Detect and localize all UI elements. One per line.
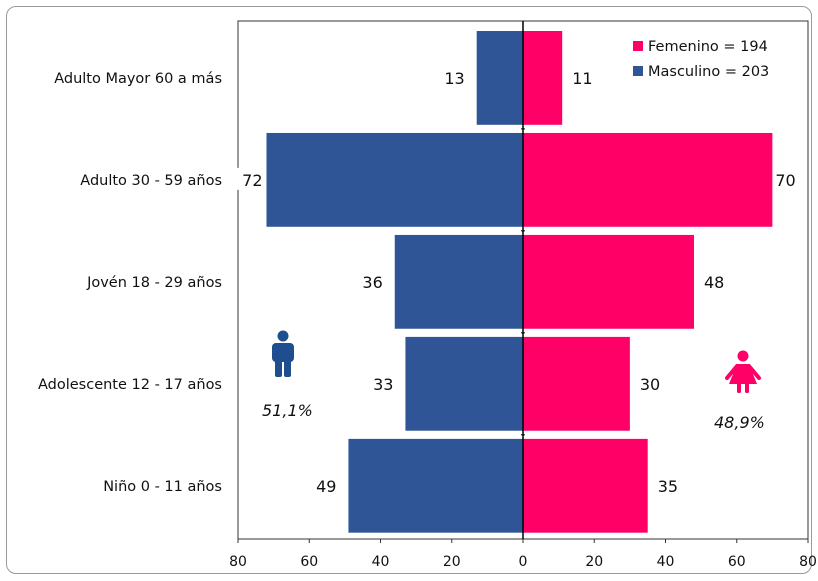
value-label-masculino: 13 (444, 69, 464, 88)
bar-femenino (523, 336, 630, 431)
category-label: Jovén 18 - 29 años (86, 275, 222, 291)
bar-femenino (523, 234, 694, 329)
male-person-icon (272, 330, 294, 377)
x-tick-label: 60 (728, 554, 746, 570)
legend-label-masculino: Masculino = 203 (648, 64, 769, 80)
legend-swatch-masculino (633, 66, 643, 76)
bar-femenino (523, 31, 563, 125)
x-tick-label: 20 (585, 554, 603, 570)
bar-femenino (523, 438, 648, 533)
x-tick-label: 80 (799, 554, 817, 570)
category-label: Adulto 30 - 59 años (80, 173, 222, 189)
bar-masculino (266, 132, 523, 227)
category-label: Niño 0 - 11 años (103, 479, 222, 495)
bar-masculino (476, 31, 523, 125)
category-label: Adulto Mayor 60 a más (54, 71, 222, 87)
bar-masculino (405, 336, 523, 431)
x-tick-label: 80 (229, 554, 247, 570)
x-tick-label: 60 (300, 554, 318, 570)
value-label-masculino: 49 (316, 477, 336, 496)
x-tick-label: 20 (443, 554, 461, 570)
bar-masculino (394, 234, 523, 329)
bar-femenino (523, 132, 773, 227)
value-label-femenino: 48 (704, 273, 724, 292)
legend-label-femenino: Femenino = 194 (648, 39, 768, 55)
value-label-masculino: 36 (362, 273, 382, 292)
bar-masculino (348, 438, 523, 533)
value-label-background (232, 167, 265, 190)
female-percent-label: 48,9% (714, 413, 765, 432)
value-label-femenino: 30 (640, 375, 660, 394)
female-person-icon (725, 350, 761, 393)
male-percent-label: 51,1% (262, 401, 313, 420)
legend: Femenino = 194 Masculino = 203 (633, 39, 769, 80)
legend-swatch-femenino (633, 41, 643, 51)
value-label-masculino: 33 (373, 375, 393, 394)
x-tick-label: 40 (372, 554, 390, 570)
value-label-masculino: 72 (242, 171, 262, 190)
x-tick-label: 40 (657, 554, 675, 570)
x-tick-label: 0 (519, 554, 528, 570)
value-label-femenino: 11 (572, 69, 592, 88)
value-label-femenino: 35 (658, 477, 678, 496)
value-label-femenino: 70 (775, 171, 795, 190)
category-label: Adolescente 12 - 17 años (38, 377, 222, 393)
